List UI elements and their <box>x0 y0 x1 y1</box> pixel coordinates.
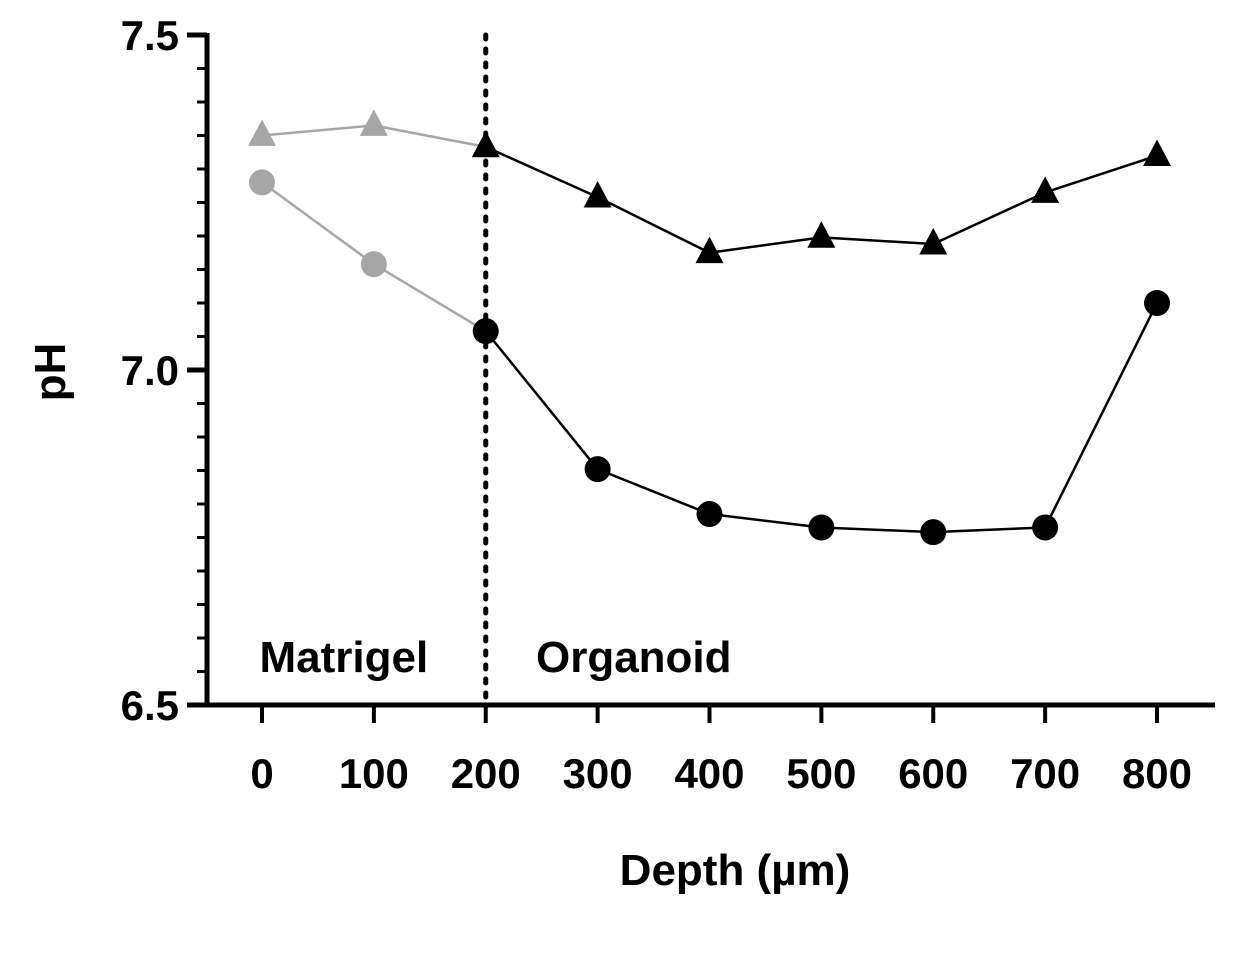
y-axis-title: pH <box>26 343 75 402</box>
circle-series-point <box>1144 290 1170 316</box>
x-tick-label: 100 <box>339 750 409 797</box>
circle-series-segment <box>484 330 599 470</box>
circle-series-point <box>1032 514 1059 541</box>
x-tick-label: 500 <box>786 750 856 797</box>
x-tick-label: 200 <box>451 750 521 797</box>
x-axis-title: Depth (µm) <box>620 846 851 895</box>
triangle-series-point <box>471 130 500 158</box>
series-lines-layer <box>261 124 1159 534</box>
triangle-series-segment <box>709 236 822 254</box>
series-markers-layer <box>248 109 1171 546</box>
y-tick-label: 7.5 <box>121 12 179 59</box>
triangle-series-point <box>807 221 836 248</box>
triangle-series-segment <box>373 124 486 149</box>
circle-series-point <box>584 456 611 483</box>
y-tick-label: 6.5 <box>121 682 179 729</box>
regions-layer: Matrigel Organoid <box>260 32 732 708</box>
circle-series-segment <box>709 512 822 529</box>
triangle-series-point <box>919 227 948 255</box>
x-tick-label: 300 <box>563 750 633 797</box>
triangle-series-segment <box>597 196 711 254</box>
triangle-series-point <box>1031 176 1060 203</box>
x-tick-label: 700 <box>1010 750 1080 797</box>
x-tick-label: 400 <box>674 750 744 797</box>
circle-series-segment <box>933 526 1046 534</box>
circle-series-segment <box>261 181 375 266</box>
x-tick-label: 800 <box>1122 750 1192 797</box>
x-tick-label: 600 <box>898 750 968 797</box>
circle-series-point <box>360 251 387 278</box>
circle-series-point <box>920 519 947 546</box>
circle-series-segment <box>373 263 487 333</box>
triangle-series-point <box>1143 139 1171 166</box>
axes-layer: 6.5 7.0 7.5 0 100 200 300 400 500 600 700 800 <box>121 12 1215 797</box>
circle-series-segment <box>597 467 710 516</box>
circle-series-point <box>808 514 835 541</box>
circle-series-segment <box>821 526 934 534</box>
region-label-matrigel: Matrigel <box>260 633 429 682</box>
region-label-organoid: Organoid <box>536 633 732 682</box>
triangle-series-segment <box>261 124 374 137</box>
y-tick-label: 7.0 <box>121 347 179 394</box>
triangle-series-segment <box>821 236 934 246</box>
circle-series-point <box>696 501 723 528</box>
triangle-series-segment <box>485 145 599 199</box>
triangle-series-point <box>248 119 276 146</box>
triangle-series-point <box>583 181 612 208</box>
triangle-series-segment <box>932 191 1046 246</box>
circle-series-segment <box>1044 302 1159 529</box>
circle-series-point <box>249 169 275 196</box>
triangle-series-segment <box>1044 154 1158 194</box>
triangle-series-point <box>359 109 388 136</box>
circle-series-point <box>472 318 499 345</box>
x-tick-label: 0 <box>250 750 273 797</box>
triangle-series-point <box>695 236 724 264</box>
